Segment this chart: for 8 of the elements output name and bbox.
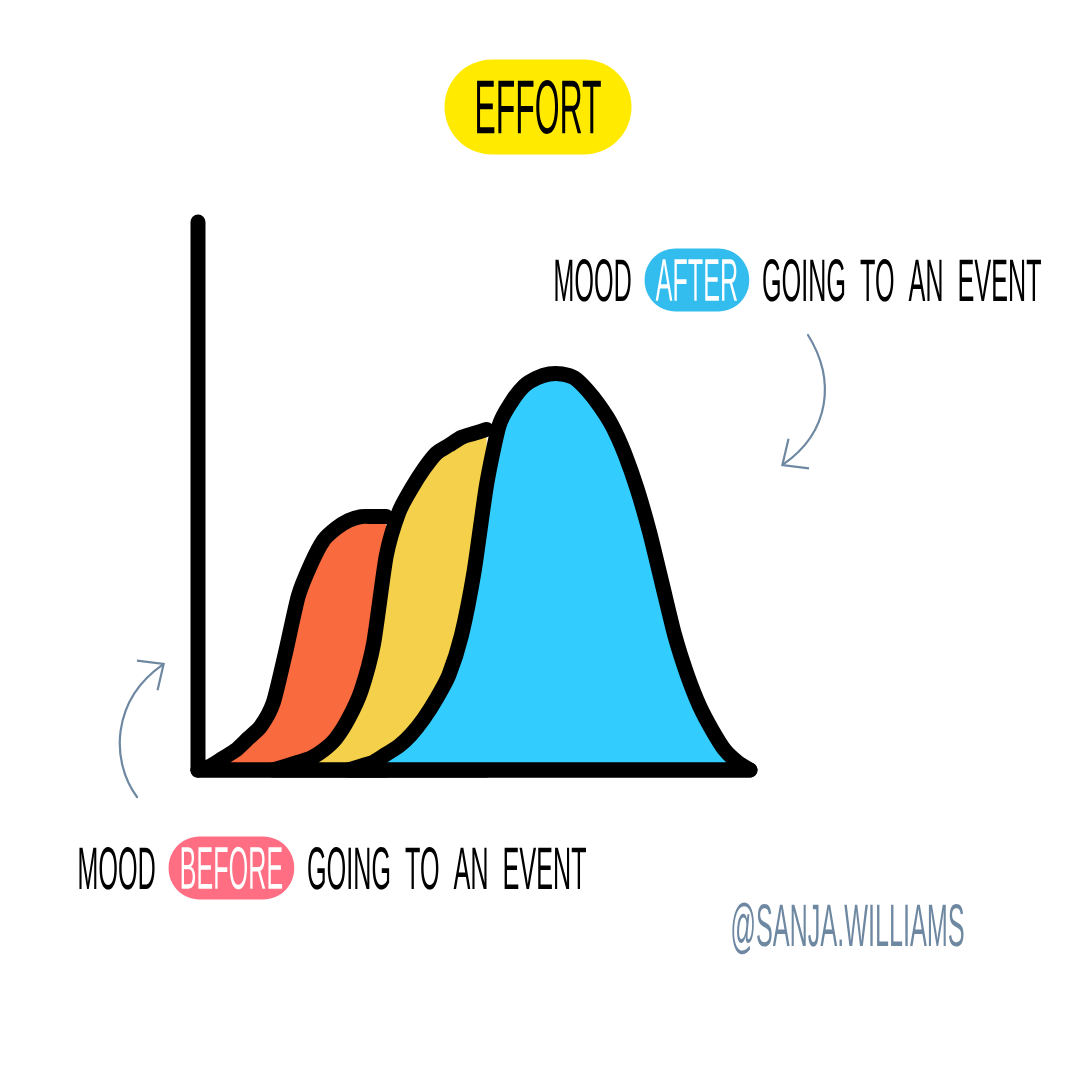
text: GOING TO AN EVENT bbox=[308, 847, 586, 890]
text: AFTER bbox=[655, 259, 738, 301]
text: GOING TO AN EVENT bbox=[763, 259, 1041, 302]
text: MOOD bbox=[555, 259, 631, 302]
chart-title: EFFORT bbox=[477, 80, 601, 134]
text: BEFORE bbox=[181, 846, 283, 890]
text: @SANJA.WILLIAMS bbox=[732, 902, 964, 955]
text: MOOD bbox=[79, 847, 155, 890]
